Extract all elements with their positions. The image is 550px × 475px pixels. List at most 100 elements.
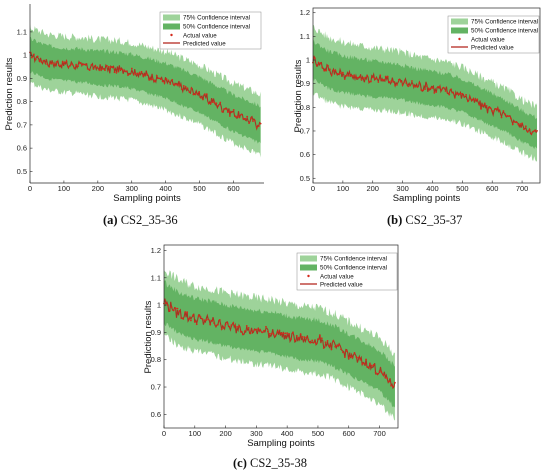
actual-point bbox=[399, 80, 402, 83]
actual-point bbox=[77, 65, 79, 68]
actual-point bbox=[234, 324, 237, 327]
actual-point bbox=[336, 344, 339, 347]
actual-point bbox=[376, 372, 379, 375]
actual-point bbox=[504, 113, 507, 116]
actual-point bbox=[270, 332, 273, 335]
actual-point bbox=[351, 75, 354, 77]
x-axis-label: Sampling points bbox=[393, 193, 461, 204]
y-tick-label: 1.2 bbox=[300, 8, 310, 17]
actual-point bbox=[381, 78, 383, 81]
actual-point bbox=[377, 81, 380, 83]
actual-point bbox=[253, 329, 256, 331]
x-tick-label: 400 bbox=[281, 429, 294, 438]
actual-point bbox=[374, 371, 377, 374]
legend-swatch-ci75 bbox=[451, 18, 468, 25]
actual-point bbox=[59, 64, 62, 67]
actual-point bbox=[248, 122, 250, 124]
actual-point bbox=[364, 76, 367, 79]
actual-point bbox=[418, 82, 421, 84]
actual-point bbox=[232, 322, 235, 324]
actual-point bbox=[284, 332, 287, 335]
actual-point bbox=[88, 69, 91, 71]
ci50-band bbox=[164, 280, 395, 408]
actual-point bbox=[353, 74, 355, 77]
actual-point bbox=[313, 57, 316, 60]
actual-point bbox=[340, 348, 342, 351]
caption-b: (b) CS2_35-37 bbox=[387, 213, 462, 228]
x-tick-label: 300 bbox=[125, 184, 138, 193]
caption-c-letter: (c) bbox=[233, 456, 247, 470]
actual-point bbox=[123, 69, 126, 72]
actual-point bbox=[113, 71, 116, 74]
actual-point bbox=[249, 332, 252, 335]
actual-point bbox=[370, 364, 373, 367]
actual-point bbox=[411, 80, 413, 82]
actual-point bbox=[180, 317, 183, 319]
actual-point bbox=[534, 129, 537, 132]
actual-point bbox=[383, 78, 385, 81]
actual-point bbox=[194, 93, 197, 96]
actual-point bbox=[334, 345, 337, 348]
actual-point bbox=[363, 362, 366, 365]
actual-point bbox=[511, 123, 514, 126]
actual-point bbox=[372, 364, 375, 366]
actual-point bbox=[407, 85, 410, 88]
legend: 75% Confidence interval 50% Confidence in… bbox=[159, 11, 262, 50]
actual-point bbox=[207, 318, 210, 321]
actual-point bbox=[228, 115, 231, 117]
actual-point bbox=[491, 110, 494, 113]
actual-point bbox=[446, 91, 449, 94]
actual-point bbox=[452, 91, 454, 94]
actual-point bbox=[290, 338, 292, 340]
actual-point bbox=[523, 128, 525, 131]
caption-a-text: CS2_35-36 bbox=[120, 213, 178, 227]
actual-point bbox=[307, 338, 310, 341]
actual-point bbox=[230, 111, 233, 114]
legend-swatch-ci75 bbox=[163, 14, 180, 21]
actual-point bbox=[326, 339, 329, 342]
legend-swatch-actual bbox=[170, 33, 173, 37]
actual-point bbox=[161, 80, 164, 83]
x-tick-label: 0 bbox=[28, 184, 32, 193]
actual-point bbox=[502, 110, 505, 112]
actual-points bbox=[312, 57, 538, 135]
actual-point bbox=[459, 92, 462, 95]
actual-point bbox=[197, 315, 200, 317]
actual-point bbox=[40, 61, 43, 63]
actual-point bbox=[65, 60, 68, 63]
x-tick-label: 200 bbox=[92, 184, 105, 193]
actual-point bbox=[366, 74, 369, 77]
actual-point bbox=[236, 115, 239, 118]
actual-point bbox=[388, 81, 391, 83]
actual-point bbox=[227, 110, 229, 113]
actual-point bbox=[109, 66, 112, 69]
caption-a-letter: (a) bbox=[103, 213, 118, 227]
actual-point bbox=[186, 311, 188, 314]
actual-point bbox=[215, 325, 217, 328]
actual-point bbox=[320, 337, 323, 340]
chart-b: 0 100 200 300 400 500 600 700 0.5 0.6 0.7 0.8 0.9 1 1.… bbox=[293, 7, 541, 204]
actual-point bbox=[378, 370, 381, 373]
legend-entry: 50% Confidence interval bbox=[471, 28, 538, 35]
actual-point bbox=[117, 70, 120, 73]
actual-point bbox=[369, 363, 371, 365]
x-tick-label: 100 bbox=[189, 429, 202, 438]
actual-point bbox=[495, 108, 497, 110]
actual-point bbox=[200, 96, 202, 99]
actual-point bbox=[155, 74, 158, 77]
actual-point bbox=[268, 332, 271, 335]
actual-point bbox=[246, 115, 249, 118]
actual-point bbox=[343, 356, 346, 358]
actual-point bbox=[311, 339, 314, 342]
actual-point bbox=[34, 58, 37, 61]
actual-point bbox=[390, 80, 393, 82]
legend-swatch-ci75 bbox=[300, 255, 317, 262]
actual-point bbox=[330, 348, 333, 351]
actual-point bbox=[140, 70, 143, 73]
actual-point bbox=[111, 66, 114, 68]
actual-point bbox=[165, 78, 168, 80]
actual-point bbox=[252, 120, 254, 123]
actual-point bbox=[188, 91, 191, 94]
actual-point bbox=[431, 87, 434, 89]
